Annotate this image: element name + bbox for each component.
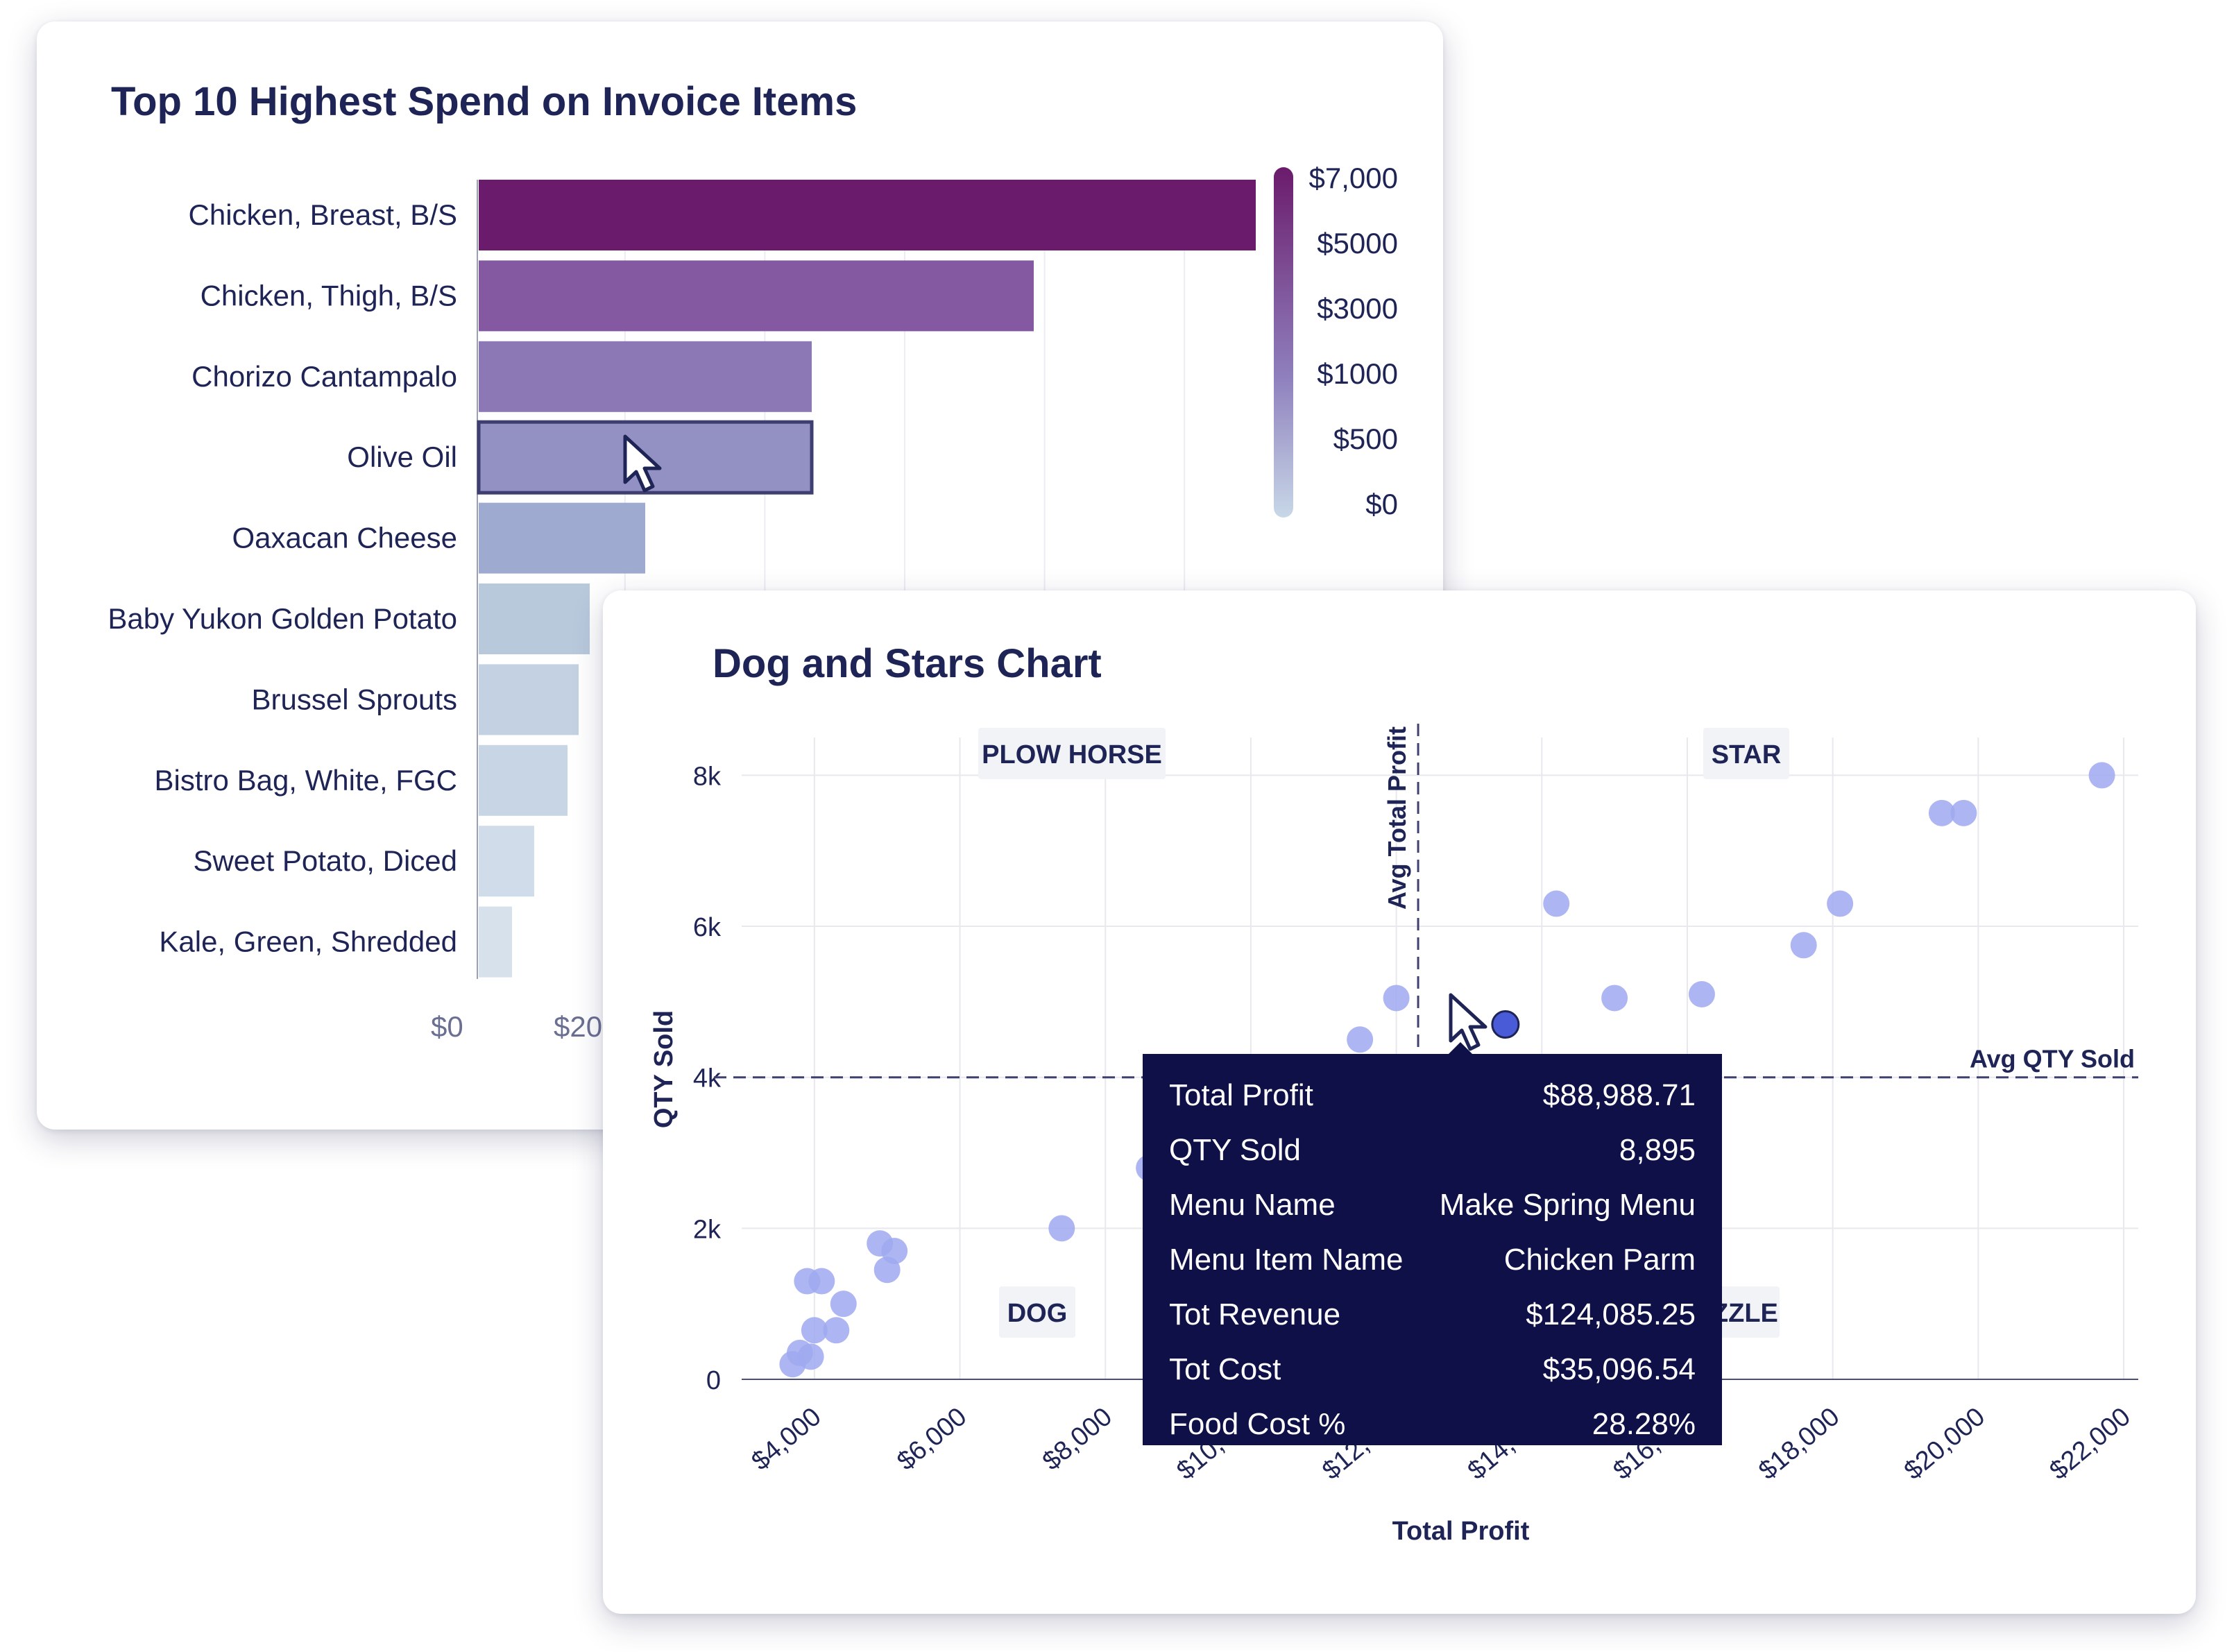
bar[interactable] — [479, 341, 812, 412]
color-scale-bar — [1274, 167, 1293, 518]
bar[interactable] — [479, 260, 1034, 332]
avg-qty-sold-label: Avg QTY Sold — [1970, 1045, 2135, 1073]
tooltip-row: Tot Cost $35,096.54 — [1169, 1342, 1696, 1397]
bar-category-label: Chicken, Thigh, B/S — [201, 279, 457, 312]
tooltip-value: 8,895 — [1619, 1132, 1696, 1167]
tooltip-row: Menu Item Name Chicken Parm — [1169, 1232, 1696, 1287]
y-tick-label: 6k — [693, 913, 722, 942]
tooltip-value: $88,988.71 — [1542, 1078, 1696, 1112]
data-point[interactable] — [801, 1317, 828, 1344]
scatter-chart-title: Dog and Stars Chart — [713, 641, 1102, 686]
data-point[interactable] — [1827, 890, 1854, 917]
data-point[interactable] — [1491, 1010, 1520, 1039]
quadrant-label-bg — [999, 1286, 1075, 1338]
color-scale-label: $7,000 — [1309, 162, 1398, 194]
data-point[interactable] — [2088, 762, 2115, 789]
quadrant-label-bg — [1703, 728, 1789, 779]
tooltip-label: Tot Revenue — [1169, 1297, 1341, 1331]
x-tick-label: $20,000 — [1899, 1402, 1990, 1485]
quadrant-label-bg — [978, 728, 1166, 779]
quadrant-label-text: PLOW HORSE — [982, 740, 1162, 769]
bar-category-label: Oaxacan Cheese — [232, 522, 457, 554]
data-point[interactable] — [1601, 985, 1628, 1012]
data-point[interactable] — [808, 1268, 835, 1295]
tooltip-row: QTY Sold 8,895 — [1169, 1123, 1696, 1177]
tooltip-label: Total Profit — [1169, 1078, 1313, 1112]
tooltip-label: Menu Item Name — [1169, 1242, 1404, 1277]
tooltip-value: $35,096.54 — [1542, 1352, 1696, 1386]
tooltip-label: Tot Cost — [1169, 1352, 1281, 1386]
x-tick-label: $8,000 — [1037, 1402, 1118, 1476]
y-tick-label: 0 — [706, 1366, 721, 1395]
data-point[interactable] — [830, 1291, 857, 1318]
x-tick-label: $18,000 — [1753, 1402, 1845, 1485]
bar-category-label: Kale, Green, Shredded — [159, 926, 457, 958]
bar-category-label: Olive Oil — [347, 441, 457, 473]
tooltip-label: Menu Name — [1169, 1187, 1336, 1222]
y-tick-label: 4k — [693, 1064, 722, 1093]
tooltip-label: Food Cost % — [1169, 1406, 1346, 1441]
x-axis-title: Total Profit — [1392, 1517, 1530, 1546]
tooltip-label: QTY Sold — [1169, 1132, 1301, 1167]
data-point[interactable] — [881, 1238, 908, 1264]
tooltip-row: Menu Name Make Spring Menu — [1169, 1177, 1696, 1232]
x-tick-label: $22,000 — [2045, 1402, 2136, 1485]
tooltip-row: Total Profit $88,988.71 — [1169, 1068, 1696, 1123]
quadrant-label-text: DOG — [1007, 1299, 1068, 1328]
bar-category-label: Baby Yukon Golden Potato — [108, 602, 457, 635]
bar-category-label: Chicken, Breast, B/S — [189, 198, 458, 231]
tooltip-value: Chicken Parm — [1503, 1242, 1696, 1277]
data-point[interactable] — [1928, 799, 1955, 826]
data-point[interactable] — [1688, 981, 1715, 1007]
bar-category-label: Brussel Sprouts — [252, 683, 457, 715]
tooltip-value: $124,085.25 — [1526, 1297, 1696, 1331]
bar-category-label: Bistro Bag, White, FGC — [155, 764, 457, 797]
data-point[interactable] — [1950, 799, 1977, 826]
y-tick-label: 8k — [693, 762, 722, 791]
quadrant-label: PLOW HORSE — [978, 728, 1166, 779]
y-axis-title: QTY Sold — [649, 1010, 679, 1128]
quadrant-label-text: STAR — [1712, 740, 1782, 769]
bar[interactable] — [479, 664, 579, 735]
data-point[interactable] — [1383, 985, 1410, 1012]
tooltip-row: Tot Revenue $124,085.25 — [1169, 1287, 1696, 1342]
tooltip-row: Food Cost % 28.28% — [1169, 1397, 1696, 1451]
bar-category-label: Chorizo Cantampalo — [191, 360, 457, 393]
quadrant-label: DOG — [999, 1286, 1075, 1338]
x-tick-label: $4,000 — [747, 1402, 827, 1476]
color-scale-label: $0 — [1365, 488, 1398, 520]
color-scale-label: $5000 — [1317, 227, 1398, 259]
data-point[interactable] — [823, 1317, 850, 1344]
data-point[interactable] — [1347, 1026, 1374, 1053]
quadrant-label: STAR — [1703, 728, 1789, 779]
x-tick-label: $6,000 — [892, 1402, 972, 1476]
data-point[interactable] — [797, 1343, 824, 1370]
data-point[interactable] — [1790, 932, 1817, 959]
avg-total-profit-label: Avg Total Profit — [1383, 726, 1411, 910]
color-scale-label: $1000 — [1317, 357, 1398, 390]
tooltip-value: 28.28% — [1592, 1406, 1696, 1441]
tooltip-value: Make Spring Menu — [1439, 1187, 1696, 1222]
bar[interactable] — [479, 584, 590, 654]
mouse-cursor-icon — [623, 434, 662, 493]
data-point[interactable] — [1048, 1215, 1075, 1242]
bar[interactable] — [479, 502, 645, 574]
data-point[interactable] — [1543, 890, 1570, 917]
scatter-chart: 02k4k6k8k$4,000$6,000$8,000$10,000$12,00… — [649, 724, 2138, 1546]
bar-category-label: Sweet Potato, Diced — [193, 844, 457, 877]
mouse-cursor-icon — [1449, 993, 1487, 1051]
x-tick-label: $0 — [431, 1010, 463, 1043]
bar[interactable] — [479, 180, 1256, 250]
color-scale-label: $3000 — [1317, 292, 1398, 325]
bar[interactable] — [479, 906, 512, 978]
data-tooltip: Total Profit $88,988.71 QTY Sold 8,895 Menu … — [1143, 1054, 1722, 1445]
bar[interactable] — [479, 744, 568, 816]
color-scale-label: $500 — [1333, 423, 1398, 455]
y-tick-label: 2k — [693, 1215, 722, 1244]
bar-chart-title: Top 10 Highest Spend on Invoice Items — [111, 79, 858, 124]
bar[interactable] — [479, 826, 534, 897]
